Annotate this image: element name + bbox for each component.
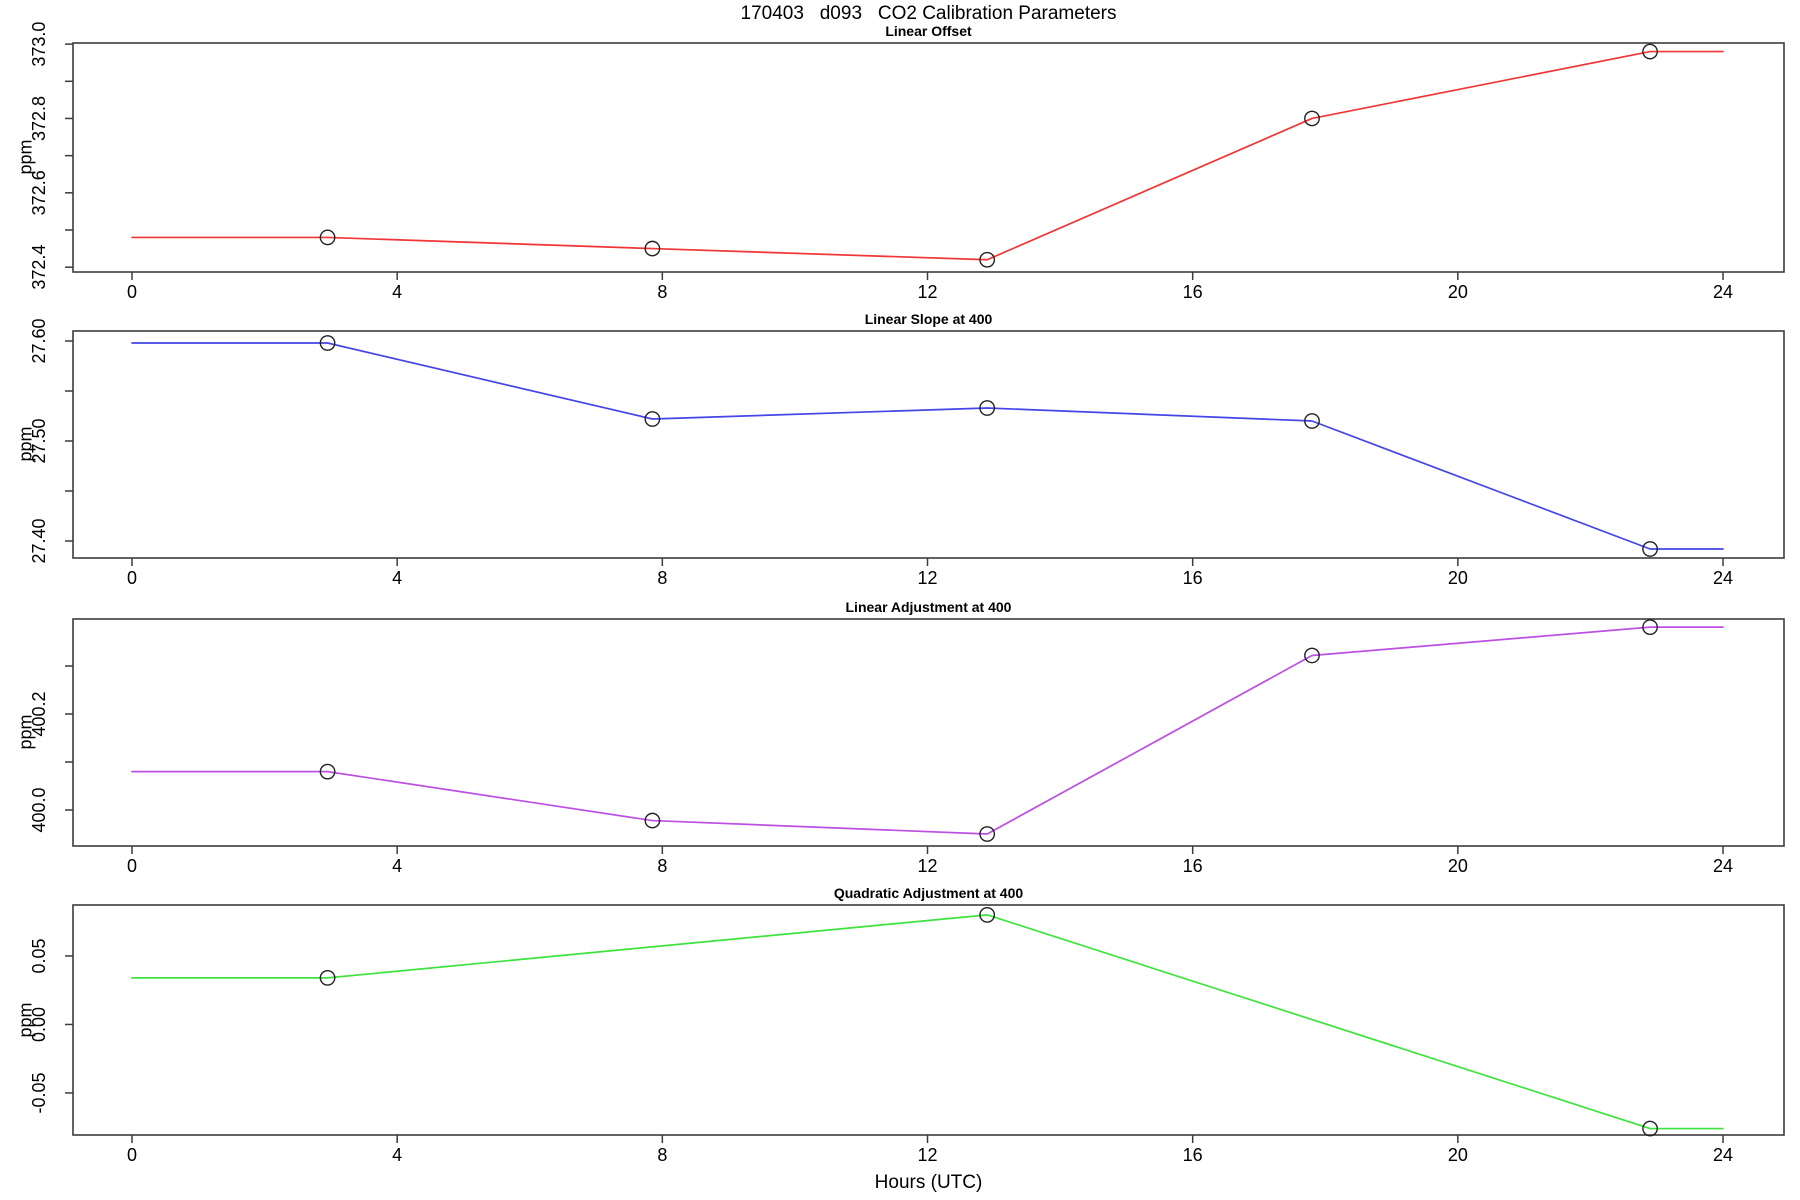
x-tick-label: 16 (1183, 282, 1203, 302)
panel-title-linear-slope: Linear Slope at 400 (864, 311, 993, 327)
y-tick-label: 27.40 (29, 518, 49, 563)
plot-border (72, 330, 1785, 559)
panel-2: 0 4 8 12 16 20 24 27.40 27.50 27.60 (29, 318, 1785, 588)
y-axis-label-panel-4: ppm (15, 1002, 36, 1038)
data-line (131, 342, 1724, 550)
data-point-marker (1642, 43, 1658, 60)
data-point-marker (319, 229, 336, 246)
data-point-marker (644, 411, 661, 427)
x-tick-label: 20 (1448, 1145, 1468, 1165)
panel-3: 0 4 8 12 16 20 24 400.0 400.2 (29, 618, 1785, 876)
y-tick-label: 372.8 (29, 96, 49, 141)
x-tick-label: 8 (657, 856, 667, 876)
x-tick-label: 0 (127, 856, 137, 876)
x-tick-label: 20 (1448, 282, 1468, 302)
data-point-marker (1304, 413, 1320, 429)
x-tick-label: 24 (1713, 856, 1733, 876)
x-tick-label: 8 (657, 1145, 667, 1165)
y-tick-label: 27.60 (29, 318, 49, 363)
x-tick-label: 0 (127, 1145, 137, 1165)
x-tick-label: 20 (1448, 856, 1468, 876)
x-tick-label: 0 (127, 282, 137, 302)
data-point-marker (644, 812, 661, 829)
y-tick-label: 0.05 (29, 938, 49, 973)
y-tick-label: 27.50 (29, 418, 49, 463)
data-line (131, 914, 1724, 1130)
data-point-marker (1642, 619, 1658, 636)
plot-border (72, 42, 1785, 273)
x-tick-label: 4 (392, 856, 402, 876)
panel-1: 0 4 8 12 16 20 24 372.4 372.6 372.8 373.0 (29, 22, 1785, 302)
y-tick-label: 0.00 (29, 1007, 49, 1042)
plot-border (72, 618, 1785, 847)
panel-4: 0 4 8 12 16 20 24 -0.05 0.00 0.05 (29, 904, 1785, 1165)
data-point-marker (319, 969, 336, 986)
chart-title: 170403 d093 CO2 Calibration Parameters (740, 3, 1117, 24)
panel-title-linear-offset: Linear Offset (885, 23, 972, 39)
y-axis-label-panel-2: ppm (15, 426, 36, 462)
y-axis-label-panel-1: ppm (15, 139, 36, 175)
x-tick-label: 12 (917, 856, 937, 876)
data-point-marker (1642, 541, 1658, 557)
plot-border (72, 904, 1785, 1136)
x-tick-label: 8 (657, 282, 667, 302)
data-point-marker (644, 240, 661, 257)
x-tick-label: 8 (657, 568, 667, 588)
x-tick-label: 0 (127, 568, 137, 588)
data-point-marker (1304, 647, 1320, 664)
x-tick-label: 4 (392, 282, 402, 302)
y-tick-label: 373.0 (29, 22, 49, 67)
panel-title-linear-adjustment: Linear Adjustment at 400 (845, 599, 1012, 615)
x-tick-label: 24 (1713, 1145, 1733, 1165)
data-line (131, 50, 1724, 261)
y-tick-label: 372.6 (29, 170, 49, 215)
x-axis-label: Hours (UTC) (874, 1172, 983, 1193)
data-point-marker (319, 763, 336, 780)
x-tick-label: 12 (917, 1145, 937, 1165)
x-tick-label: 4 (392, 1145, 402, 1165)
x-tick-label: 16 (1183, 568, 1203, 588)
data-point-marker (979, 400, 996, 416)
x-tick-label: 16 (1183, 1145, 1203, 1165)
x-tick-label: 24 (1713, 282, 1733, 302)
data-point-marker (1304, 110, 1320, 127)
data-line (131, 626, 1724, 835)
data-point-marker (979, 906, 996, 923)
x-tick-label: 12 (917, 282, 937, 302)
y-tick-label: 400.0 (29, 787, 49, 832)
x-tick-label: 24 (1713, 568, 1733, 588)
panel-title-quadratic-adjustment: Quadratic Adjustment at 400 (833, 885, 1024, 901)
data-point-marker (319, 335, 336, 351)
y-tick-label: -0.05 (29, 1072, 49, 1113)
x-tick-label: 4 (392, 568, 402, 588)
x-tick-label: 20 (1448, 568, 1468, 588)
x-tick-label: 16 (1183, 856, 1203, 876)
y-tick-label: 400.2 (29, 691, 49, 736)
y-axis-label-panel-3: ppm (15, 714, 36, 750)
x-tick-label: 12 (917, 568, 937, 588)
data-point-marker (979, 826, 996, 842)
data-point-marker (1642, 1120, 1658, 1137)
y-tick-label: 372.4 (29, 245, 49, 290)
data-point-marker (979, 251, 996, 268)
